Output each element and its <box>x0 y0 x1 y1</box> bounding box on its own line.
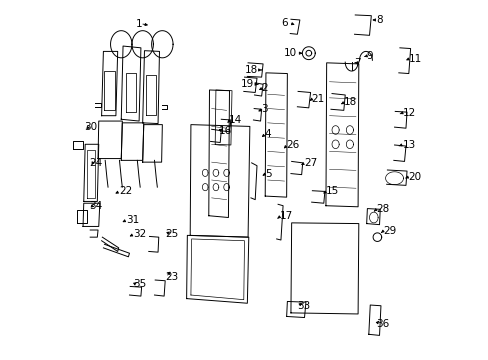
Text: 6: 6 <box>281 18 287 28</box>
Text: 32: 32 <box>133 229 146 239</box>
Text: 20: 20 <box>407 172 420 182</box>
Text: 4: 4 <box>264 129 270 139</box>
Text: 17: 17 <box>279 211 292 221</box>
Text: 18: 18 <box>244 65 258 75</box>
Text: 34: 34 <box>89 201 102 211</box>
Text: 28: 28 <box>375 204 388 214</box>
Text: 9: 9 <box>366 51 372 61</box>
Text: 16: 16 <box>218 126 231 136</box>
Text: 27: 27 <box>304 158 317 168</box>
Text: 30: 30 <box>84 122 98 132</box>
Text: 33: 33 <box>297 301 310 311</box>
Text: 12: 12 <box>402 108 415 118</box>
Text: 15: 15 <box>325 186 339 197</box>
Text: 3: 3 <box>261 104 268 114</box>
Text: 2: 2 <box>261 83 268 93</box>
Text: 26: 26 <box>286 140 299 150</box>
Text: 19: 19 <box>241 79 254 89</box>
Text: 13: 13 <box>402 140 415 150</box>
Text: 35: 35 <box>133 279 146 289</box>
Text: 1: 1 <box>136 18 142 28</box>
Text: 10: 10 <box>284 48 297 58</box>
Text: 5: 5 <box>264 168 271 179</box>
Text: 22: 22 <box>119 186 132 197</box>
Text: 21: 21 <box>311 94 324 104</box>
Text: 31: 31 <box>125 215 139 225</box>
Text: 8: 8 <box>375 15 382 25</box>
Text: 29: 29 <box>382 226 396 236</box>
Text: 23: 23 <box>165 272 178 282</box>
Text: 7: 7 <box>354 58 361 68</box>
Text: 36: 36 <box>375 319 388 329</box>
Text: 25: 25 <box>165 229 178 239</box>
Text: 14: 14 <box>229 115 242 125</box>
Text: 24: 24 <box>89 158 102 168</box>
Text: 18: 18 <box>343 97 356 107</box>
Text: 11: 11 <box>408 54 421 64</box>
